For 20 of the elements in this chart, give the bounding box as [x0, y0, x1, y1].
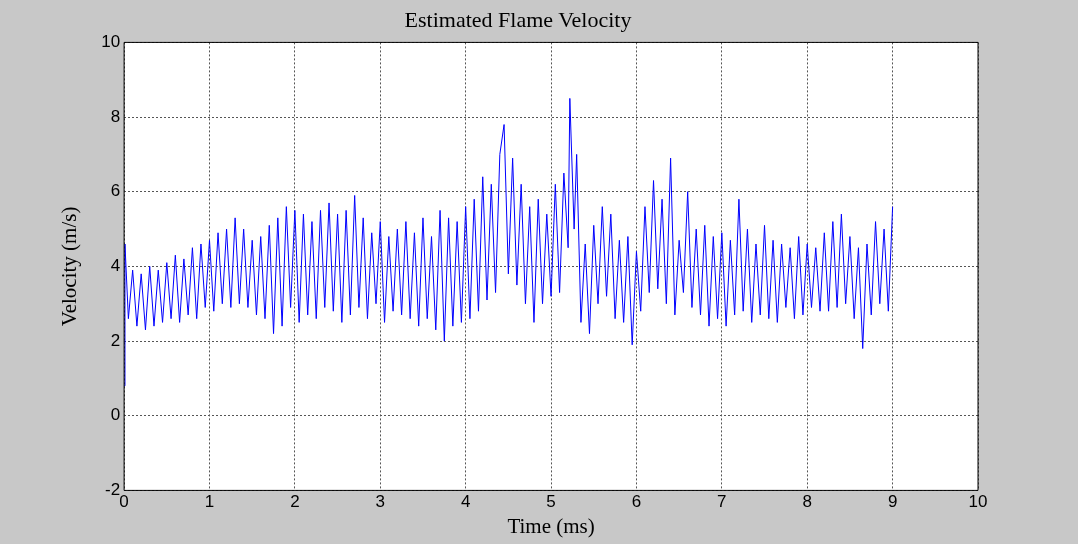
x-tick-label: 5	[546, 492, 556, 512]
x-tick-label: 1	[204, 492, 215, 512]
y-tick-label: 4	[110, 256, 121, 276]
x-axis-title: Time (ms)	[507, 513, 595, 538]
y-axis-title: Velocity (m/s)	[57, 206, 82, 327]
x-tick-label: 10	[968, 492, 988, 512]
y-tick-label: -2	[104, 480, 121, 500]
x-tick-label: 4	[460, 492, 471, 512]
x-tick-label: 9	[887, 492, 898, 512]
x-tick-label: 7	[717, 492, 727, 512]
x-tick-label: 6	[631, 492, 642, 512]
y-tick-label: 0	[110, 405, 121, 425]
x-tick-label: 2	[290, 492, 300, 512]
y-tick-label: 8	[110, 106, 121, 126]
x-tick-label: 3	[375, 492, 386, 512]
x-tick-label: 8	[802, 492, 812, 512]
y-tick-label: 6	[110, 181, 121, 201]
y-tick-label: 10	[101, 32, 121, 52]
chart-title: Estimated Flame Velocity	[404, 6, 632, 32]
y-tick-label: 2	[110, 330, 121, 350]
